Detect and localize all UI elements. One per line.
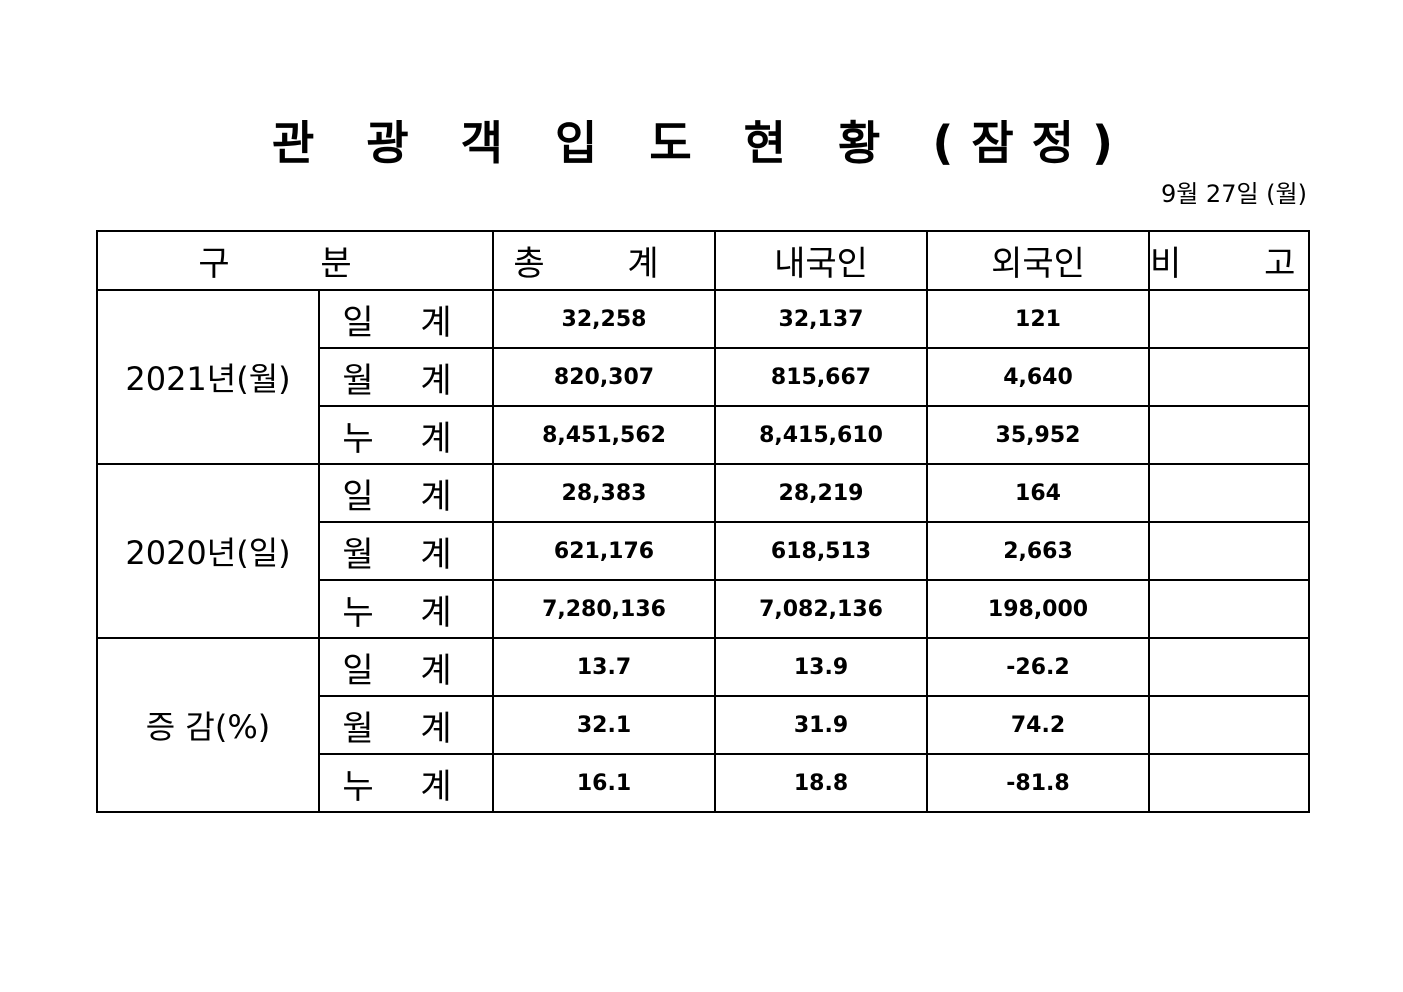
domestic-cell: 618,513 — [714, 521, 928, 581]
remarks-cell — [1148, 289, 1310, 349]
header-remarks: 비 고 — [1148, 230, 1310, 291]
foreign-cell: 121 — [926, 289, 1150, 349]
row-label: 누 계 — [318, 405, 494, 465]
foreign-cell: -81.8 — [926, 753, 1150, 813]
remarks-cell — [1148, 579, 1310, 639]
foreign-cell: 2,663 — [926, 521, 1150, 581]
row-label: 월 계 — [318, 521, 494, 581]
total-cell: 16.1 — [492, 753, 716, 813]
foreign-cell: 198,000 — [926, 579, 1150, 639]
row-label: 일 계 — [318, 463, 494, 523]
header-row: 구 분 총 계 내국인 외국인 비 고 — [96, 230, 1310, 291]
domestic-cell: 7,082,136 — [714, 579, 928, 639]
header-total: 총 계 — [492, 230, 716, 291]
total-cell: 32,258 — [492, 289, 716, 349]
foreign-cell: 74.2 — [926, 695, 1150, 755]
row-label: 월 계 — [318, 695, 494, 755]
domestic-cell: 13.9 — [714, 637, 928, 697]
foreign-cell: -26.2 — [926, 637, 1150, 697]
table-row: 증 감(%) 일 계 13.7 13.9 -26.2 — [96, 637, 1310, 813]
domestic-cell: 18.8 — [714, 753, 928, 813]
total-cell: 8,451,562 — [492, 405, 716, 465]
remarks-cell — [1148, 347, 1310, 407]
header-foreign: 외국인 — [926, 230, 1150, 291]
row-label: 누 계 — [318, 753, 494, 813]
total-cell: 7,280,136 — [492, 579, 716, 639]
header-domestic: 내국인 — [714, 230, 928, 291]
total-cell: 32.1 — [492, 695, 716, 755]
document-date: 9월 27일 (월) — [1160, 180, 1307, 208]
table-row: 누 계 16.1 18.8 -81.8 — [97, 753, 1310, 813]
foreign-cell: 35,952 — [926, 405, 1150, 465]
tourist-arrivals-table: 구 분 총 계 내국인 외국인 비 고 2021년(월) 일 계 32,258 … — [96, 230, 1310, 813]
table-row: 누 계 8,451,562 8,415,610 35,952 — [97, 405, 1310, 465]
domestic-cell: 32,137 — [714, 289, 928, 349]
row-label: 일 계 — [318, 637, 494, 697]
remarks-cell — [1148, 753, 1310, 813]
row-label: 누 계 — [318, 579, 494, 639]
domestic-cell: 8,415,610 — [714, 405, 928, 465]
document-title: 관 광 객 입 도 현 황 (잠정) — [271, 116, 1132, 170]
table-row: 월 계 621,176 618,513 2,663 — [97, 521, 1310, 581]
remarks-cell — [1148, 521, 1310, 581]
row-label: 일 계 — [318, 289, 494, 349]
domestic-cell: 815,667 — [714, 347, 928, 407]
table-row: 월 계 820,307 815,667 4,640 — [97, 347, 1310, 407]
table-row: 누 계 7,280,136 7,082,136 198,000 — [97, 579, 1310, 639]
group-label: 증 감(%) — [96, 637, 320, 813]
group-label: 2021년(월) — [96, 289, 320, 465]
table-row: 2020년(일) 일 계 28,383 28,219 164 — [96, 463, 1310, 639]
foreign-cell: 4,640 — [926, 347, 1150, 407]
domestic-cell: 31.9 — [714, 695, 928, 755]
row-label: 월 계 — [318, 347, 494, 407]
foreign-cell: 164 — [926, 463, 1150, 523]
header-category: 구 분 — [96, 230, 494, 291]
domestic-cell: 28,219 — [714, 463, 928, 523]
total-cell: 820,307 — [492, 347, 716, 407]
table-row: 2021년(월) 일 계 32,258 32,137 121 — [96, 289, 1310, 465]
table-row: 월 계 32.1 31.9 74.2 — [97, 695, 1310, 755]
remarks-cell — [1148, 463, 1310, 523]
remarks-cell — [1148, 405, 1310, 465]
remarks-cell — [1148, 695, 1310, 755]
remarks-cell — [1148, 637, 1310, 697]
total-cell: 13.7 — [492, 637, 716, 697]
total-cell: 28,383 — [492, 463, 716, 523]
group-label: 2020년(일) — [96, 463, 320, 639]
total-cell: 621,176 — [492, 521, 716, 581]
